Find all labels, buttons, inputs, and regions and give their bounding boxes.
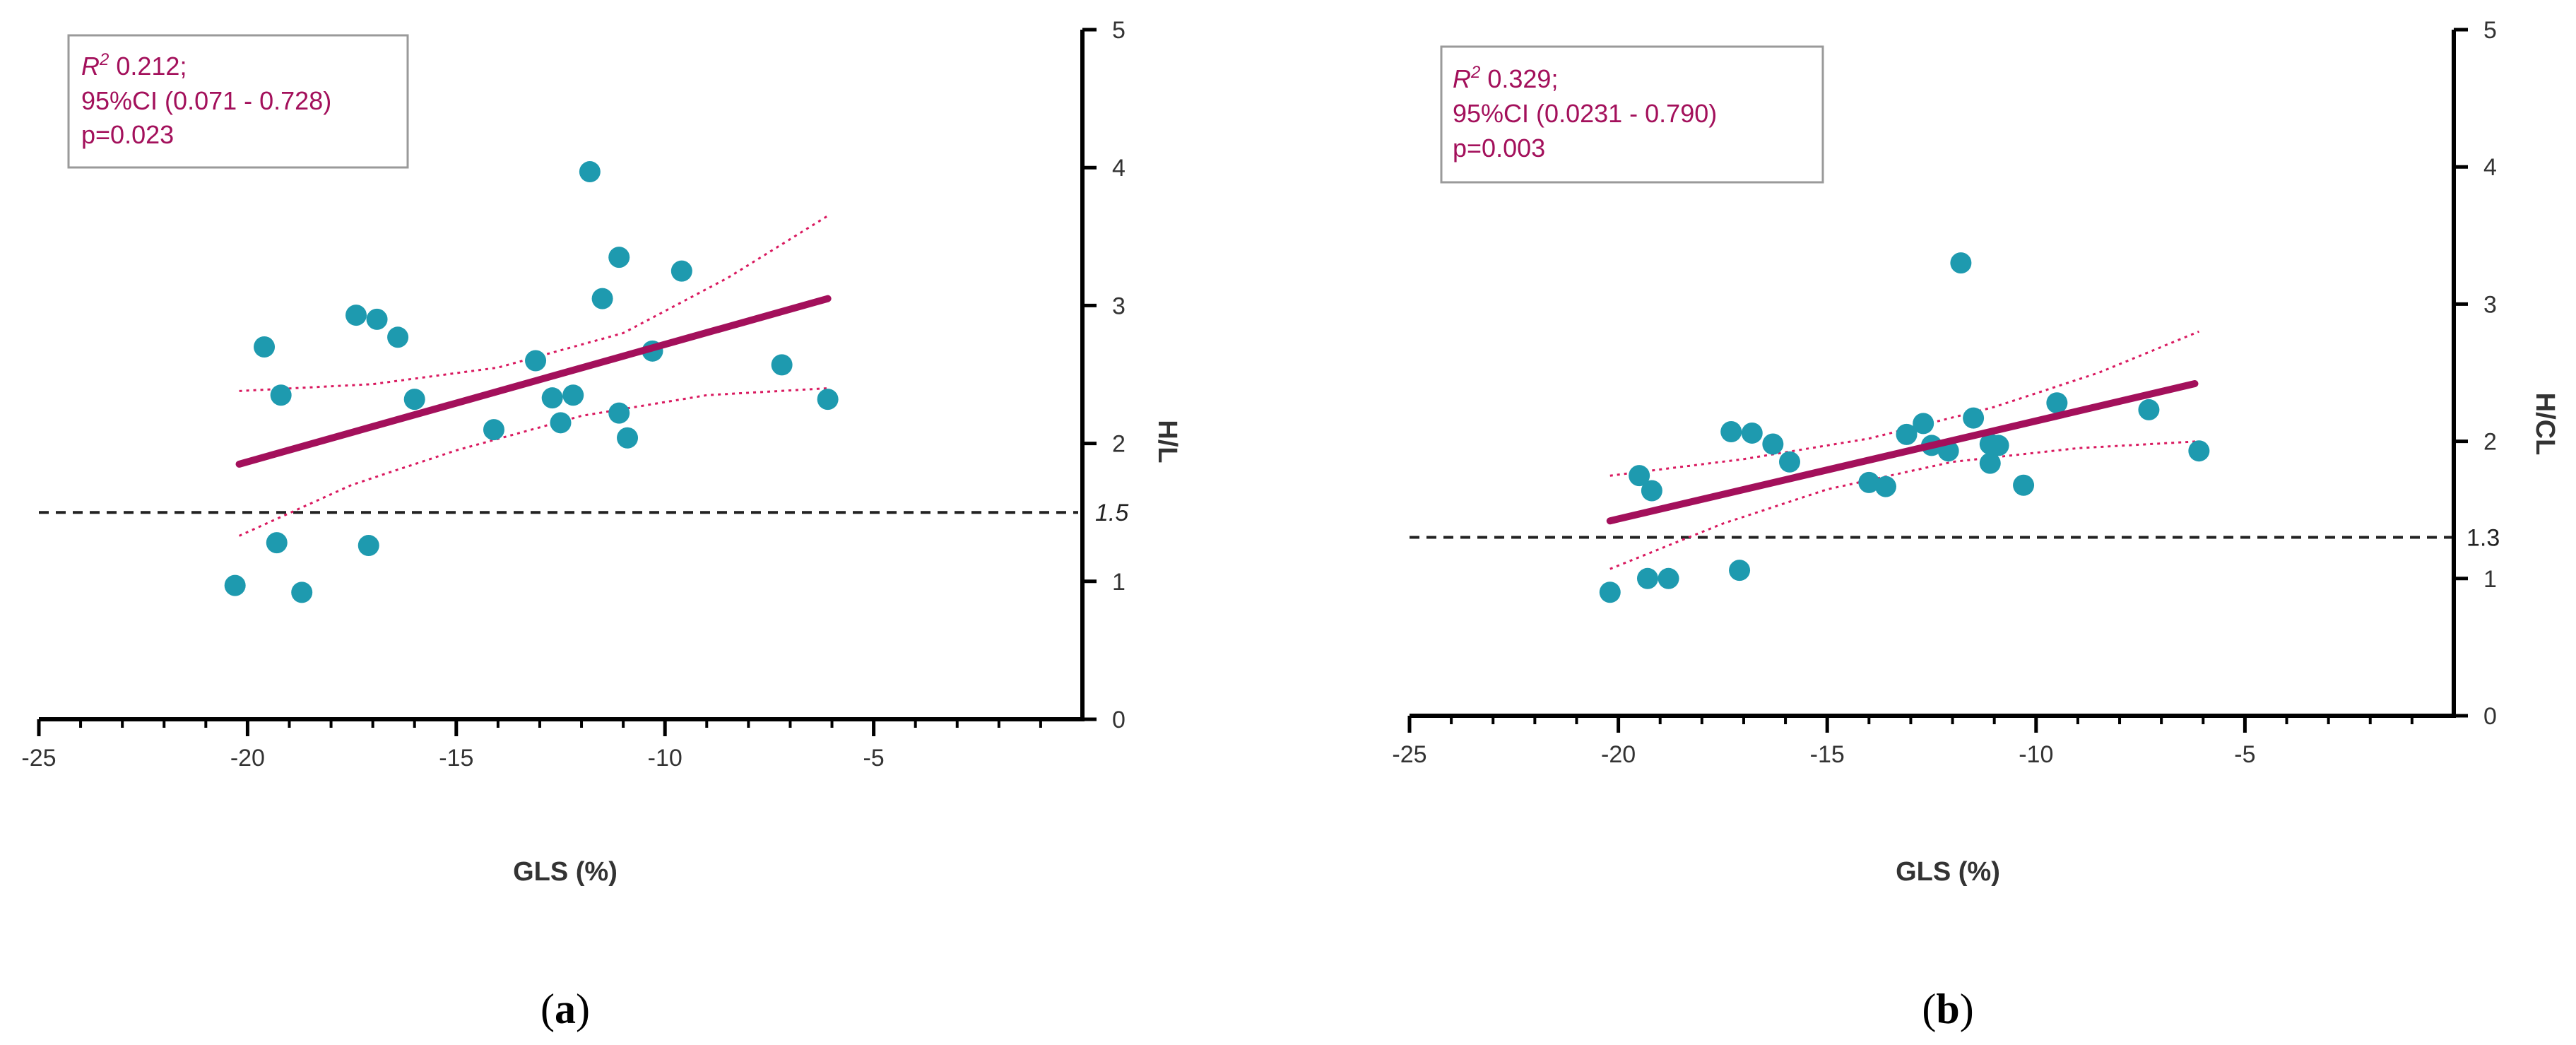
panel-b-data-point <box>1720 421 1742 443</box>
panel-b-p-text: p=0.003 <box>1453 134 1545 163</box>
panel-b-data-point <box>2188 440 2210 462</box>
panel-b-data-point <box>1913 413 1934 435</box>
panel-a-data-point <box>366 308 388 330</box>
panel-a-data-point <box>591 288 613 309</box>
panel-b-data-point <box>2046 392 2068 414</box>
panel-b-data-point <box>1599 581 1621 603</box>
panel-b-y-tick-label: 2 <box>2483 429 2497 456</box>
panel-b-x-tick-label: -25 <box>1392 741 1426 768</box>
panel-b-x-tick-label: -10 <box>2019 741 2053 768</box>
panel-a-data-point <box>291 581 313 603</box>
panel-a-x-tick-label: -25 <box>21 745 56 772</box>
panel-a-reference-label: 1.5 <box>1095 500 1128 526</box>
panel-a-data-point <box>345 305 367 326</box>
panel-a-y-tick-label: 2 <box>1112 431 1125 458</box>
panel-a-chart: R2 0.212; 95%CI (0.071 - 0.728) p=0.023 … <box>21 17 1182 1032</box>
panel-b-data-point <box>1963 407 1985 429</box>
panel-a-x-axis-title: GLS (%) <box>513 857 618 887</box>
panel-b-chart: R2 0.329; 95%CI (0.0231 - 0.790) p=0.003… <box>1392 17 2560 1032</box>
panel-b-data-point <box>1729 560 1751 581</box>
panel-a-data-point <box>617 427 639 449</box>
panel-b-reference-label: 1.3 <box>2466 525 2500 552</box>
panel-b-data-point <box>1762 433 1784 455</box>
panel-b-caption: (b) <box>1922 986 1973 1032</box>
panel-a-x-tick-label: -20 <box>230 745 265 772</box>
panel-a-data-point <box>254 336 276 358</box>
panel-a-data-point <box>525 350 547 372</box>
panel-b-data-point <box>2013 474 2035 496</box>
panel-a-y-tick-label: 3 <box>1112 293 1125 319</box>
panel-a-data-point <box>224 574 246 596</box>
panel-b-ci-text: 95%CI (0.0231 - 0.790) <box>1453 99 1717 128</box>
panel-b-y-tick-label: 3 <box>2483 291 2497 318</box>
panel-b-y-tick-label: 1 <box>2483 566 2497 593</box>
panel-b-data-point <box>1741 422 1763 444</box>
panel-b-regression-line <box>1606 380 2199 525</box>
panel-b-data-point <box>1858 471 1880 493</box>
panel-b-y-tick-label: 0 <box>2483 703 2497 730</box>
panel-a-x-tick-label: -15 <box>439 745 473 772</box>
panel-b-data-point <box>1636 567 1658 589</box>
panel-a-data-point <box>771 354 793 376</box>
panel-b-ci-lower-curve <box>1609 440 2199 570</box>
panel-a-data-point <box>483 419 504 441</box>
panel-b-data-point <box>1778 451 1800 473</box>
panel-b-x-tick-label: -5 <box>2234 741 2255 768</box>
panel-b-y-tick-label: 5 <box>2483 17 2497 44</box>
panel-a-data-point <box>608 402 630 424</box>
panel-a-data-point <box>550 412 572 434</box>
panel-a-y-axis-title: H/L <box>1152 420 1182 463</box>
panel-b-x-axis-title: GLS (%) <box>1896 857 2000 887</box>
panel-a-x-tick-label: -10 <box>648 745 683 772</box>
panel-a-ci-text: 95%CI (0.071 - 0.728) <box>81 86 331 115</box>
panel-b-x-tick-label: -20 <box>1601 741 1636 768</box>
panel-a-regression-line <box>235 295 832 468</box>
panel-a-data-point <box>270 384 292 406</box>
panel-b-stats-box <box>1440 45 1824 184</box>
panel-a-data-point <box>670 260 692 282</box>
panel-b-r2-text: R2 0.329; <box>1453 63 1558 93</box>
panel-a-data-point <box>817 389 839 411</box>
panel-a-data-point <box>541 387 563 409</box>
panel-a-stats-box <box>67 34 409 169</box>
panel-b-data-point <box>1641 480 1662 502</box>
panel-a-data-point <box>608 247 630 268</box>
panel-b-data-point <box>1629 465 1650 487</box>
panel-a-r2-text: R2 0.212; <box>81 50 187 81</box>
panel-a-data-point <box>266 532 288 554</box>
panel-a-data-point <box>358 535 379 557</box>
panel-a-data-point <box>403 389 425 411</box>
panel-b-data-point <box>1896 423 1918 445</box>
panel-b-data-point <box>1987 435 2009 456</box>
panel-a-data-point <box>562 384 584 406</box>
panel-a-y-tick-label: 0 <box>1112 707 1125 733</box>
panel-b-y-tick-label: 4 <box>2483 154 2497 181</box>
panel-a-data-point <box>387 326 409 348</box>
panel-a-y-tick-label: 1 <box>1112 569 1125 596</box>
panel-b-data-point <box>1658 567 1679 589</box>
panel-a-data-point <box>579 161 601 183</box>
panel-b-y-axis-title: H/CL <box>2530 393 2560 456</box>
panel-b-data-point <box>1979 452 2001 474</box>
panel-b-x-tick-label: -15 <box>1810 741 1845 768</box>
panel-a-y-tick-label: 5 <box>1112 17 1125 44</box>
panel-b-data-point <box>1950 252 1972 274</box>
panel-a-x-tick-label: -5 <box>863 745 884 772</box>
panel-a-p-text: p=0.023 <box>81 120 174 149</box>
panel-b-data-point <box>2138 398 2160 420</box>
panel-a-y-tick-label: 4 <box>1112 155 1125 182</box>
panel-a-ci-lower-curve <box>238 387 828 537</box>
panel-a-caption: (a) <box>540 986 590 1032</box>
panel-b-data-point <box>1874 476 1896 497</box>
